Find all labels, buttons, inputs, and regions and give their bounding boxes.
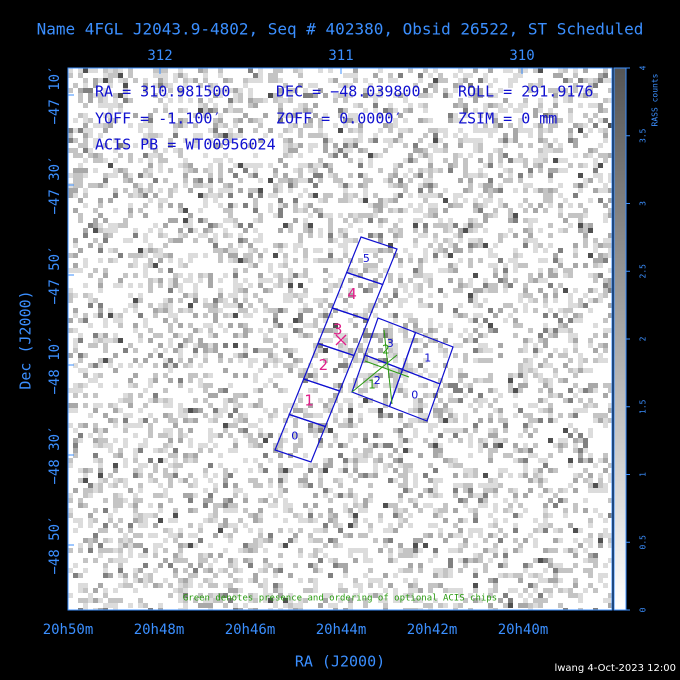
dec-tick-label: −47 10′ xyxy=(47,65,63,124)
colorbar-tick-label: 1.5 xyxy=(639,399,648,414)
optional-chip-label: 1 xyxy=(368,378,376,392)
acis-s-chip-label: 3 xyxy=(333,320,343,338)
acis-i-chip-label: 3 xyxy=(387,337,394,350)
info-zoff: ZOFF = 0.0000′ xyxy=(276,110,402,128)
dec-tick-label: −48 10′ xyxy=(47,335,63,394)
ra-tick-label-bottom: 20h40m xyxy=(498,622,549,638)
dec-tick-label: −47 50′ xyxy=(47,245,63,304)
optional-chip-line xyxy=(351,354,398,393)
acis-s-chip-label: 4 xyxy=(347,285,357,303)
dec-tick-label: −48 30′ xyxy=(47,425,63,484)
acis-s-chip-label: 0 xyxy=(291,429,298,442)
sky-pixels xyxy=(68,68,612,610)
dec-tick-label: −48 50′ xyxy=(47,515,63,574)
colorbar-tick-label: 4 xyxy=(639,65,648,70)
info-zsim: ZSIM = 0 mm xyxy=(458,110,557,128)
colorbar-tick-label: 2 xyxy=(639,336,648,341)
sky-pixels xyxy=(68,68,612,610)
colorbar-tick-label: 3.5 xyxy=(639,128,648,143)
dec-tick-label: −47 30′ xyxy=(47,155,63,214)
footnote: Green denotes presence and ordering of o… xyxy=(183,594,497,604)
credit: lwang 4-Oct-2023 12:00 xyxy=(554,663,676,674)
acis-s-chip-label: 2 xyxy=(319,356,329,374)
acis-s-chip-label: 1 xyxy=(304,391,314,409)
y-axis-label: Dec (J2000) xyxy=(17,290,35,389)
colorbar-tick-label: 1 xyxy=(639,472,648,477)
acis-i-chip-label: 1 xyxy=(424,351,431,364)
title: Name 4FGL J2043.9-4802, Seq # 402380, Ob… xyxy=(37,20,644,39)
colorbar-tick-label: 0 xyxy=(639,607,648,612)
optional-chip-marks xyxy=(351,329,410,405)
ra-tick-label-bottom: 20h46m xyxy=(225,622,276,638)
colorbar xyxy=(613,67,627,611)
optional-chip-line xyxy=(383,329,393,405)
colorbar-tick-label: 2.5 xyxy=(639,264,648,279)
info-ra: RA = 310.981500 xyxy=(95,83,230,101)
ra-tick-label-bottom: 20h44m xyxy=(316,622,367,638)
acis-i-chip-label: 2 xyxy=(374,374,381,387)
info-yoff: YOFF = -1.100′ xyxy=(95,110,221,128)
ra-tick-label-top: 312 xyxy=(147,48,172,64)
colorbar-tick-label: 0.5 xyxy=(639,535,648,550)
colorbar-label: RASS counts xyxy=(651,73,660,126)
info-roll: ROLL = 291.9176 xyxy=(458,83,593,101)
sky-image xyxy=(68,68,612,610)
acis-s-chip-label: 5 xyxy=(363,252,370,265)
axes: 312 311 310−47 10′−47 30′−47 50′−48 10′−48… xyxy=(43,48,648,638)
ra-tick-label-top: 311 xyxy=(328,48,353,64)
x-axis-label: RA (J2000) xyxy=(295,653,385,671)
info-acis-pb: ACIS PB = WT00956024 xyxy=(95,136,276,154)
plot-frame xyxy=(67,67,613,611)
aimpoint xyxy=(335,334,347,346)
acis-i-chip xyxy=(388,368,441,422)
ra-tick-label-top: 310 xyxy=(509,48,534,64)
acis-i-chip-label: 0 xyxy=(411,388,418,401)
ra-tick-label-bottom: 20h42m xyxy=(407,622,458,638)
sky-pixels xyxy=(68,68,612,610)
aimpoint-stroke xyxy=(335,334,347,346)
ra-tick-label-bottom: 20h48m xyxy=(134,622,185,638)
info-dec: DEC = −48.039800 xyxy=(276,83,421,101)
acis-s-chip xyxy=(274,413,327,463)
colorbar-tick-label: 3 xyxy=(639,201,648,206)
ra-tick-label-bottom: 20h50m xyxy=(43,622,94,638)
optional-chip-line xyxy=(364,360,410,378)
